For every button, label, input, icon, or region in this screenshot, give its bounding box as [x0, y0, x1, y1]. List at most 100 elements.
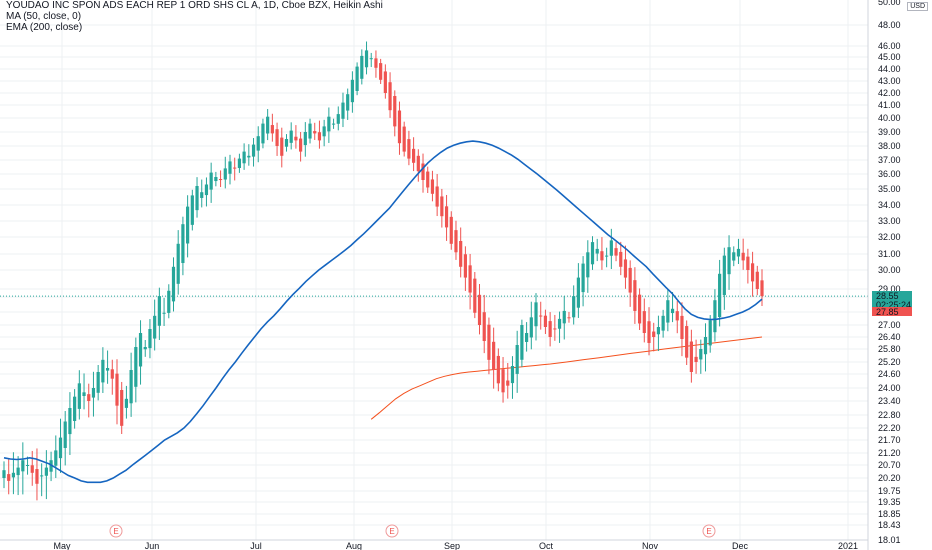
- candle: [129, 352, 133, 417]
- y-tick-label: 34.00: [878, 200, 901, 210]
- candle-body: [388, 82, 392, 111]
- candle: [25, 456, 30, 475]
- candle-body: [214, 177, 218, 182]
- candle: [487, 317, 491, 375]
- y-tick-label: 22.20: [878, 423, 901, 433]
- earnings-circle: [702, 524, 716, 538]
- candle-body: [40, 475, 44, 477]
- candle-body: [350, 79, 354, 103]
- y-tick-label: 22.80: [878, 410, 901, 420]
- candle-body: [327, 116, 331, 132]
- candle-body: [750, 263, 755, 282]
- candle: [30, 450, 34, 486]
- candle-body: [374, 58, 378, 68]
- earnings-circle: [109, 524, 123, 538]
- earnings-label: E: [389, 527, 394, 536]
- x-tick-label: Jul: [250, 541, 262, 550]
- candle-body: [200, 192, 204, 198]
- candle: [110, 359, 114, 395]
- candle-body: [736, 248, 741, 257]
- currency-label[interactable]: USD: [907, 2, 928, 11]
- candle-body: [553, 328, 557, 330]
- candle: [670, 292, 675, 323]
- candle-body: [322, 126, 326, 137]
- candle: [167, 284, 171, 319]
- candle: [755, 265, 759, 296]
- candle-body: [656, 327, 661, 335]
- y-tick-label: 23.40: [878, 396, 901, 406]
- candle-body: [600, 251, 604, 261]
- y-tick-label: 48.00: [878, 20, 901, 30]
- y-tick-label: 24.60: [878, 369, 901, 379]
- candle-body: [562, 310, 566, 324]
- candle-body: [637, 294, 642, 324]
- candle-body: [581, 263, 585, 293]
- candle-body: [58, 437, 63, 459]
- candle: [468, 253, 472, 310]
- candle: [364, 41, 369, 75]
- candle-body: [284, 139, 289, 147]
- candle-body: [63, 421, 67, 448]
- candle: [708, 315, 712, 353]
- ema-legend-entry[interactable]: EMA (200, close): [6, 22, 83, 33]
- candle: [124, 385, 129, 419]
- candle: [496, 348, 500, 392]
- candle: [341, 92, 345, 128]
- chart-title: YOUDAO INC SPON ADS EACH REP 1 ORD SHS C…: [6, 0, 383, 11]
- candle: [355, 62, 359, 96]
- candle: [609, 228, 613, 270]
- candle: [666, 289, 670, 332]
- candle-body: [449, 216, 453, 244]
- candle-body: [459, 241, 463, 267]
- y-tick-label: 18.85: [878, 509, 901, 519]
- price-label-text: 28.55: [876, 291, 899, 301]
- earnings-marker: E: [109, 524, 123, 538]
- candle: [656, 315, 661, 352]
- candle-body: [336, 114, 340, 124]
- candle-body: [614, 248, 618, 256]
- candle-body: [496, 355, 500, 384]
- candle: [223, 156, 227, 189]
- candle: [190, 189, 194, 231]
- candle-body: [506, 380, 510, 386]
- candle: [440, 188, 444, 228]
- y-tick-label: 30.00: [878, 265, 901, 275]
- candle: [336, 106, 340, 131]
- candle: [623, 245, 628, 289]
- candle: [275, 122, 279, 156]
- candle: [746, 248, 750, 284]
- candle-body: [666, 300, 670, 323]
- candle-body: [11, 472, 16, 478]
- candle: [732, 246, 736, 267]
- candle: [91, 371, 96, 417]
- candle-body: [619, 251, 623, 267]
- candle-body: [68, 408, 72, 435]
- price-label: 28.55: [872, 291, 912, 301]
- candle-body: [369, 58, 373, 60]
- candle-body: [195, 186, 199, 211]
- candle: [477, 284, 482, 335]
- candle: [567, 311, 571, 323]
- candle-body: [430, 179, 435, 194]
- candle: [529, 301, 533, 350]
- ma-legend-entry[interactable]: MA (50, close, 0): [6, 11, 82, 22]
- candle-body: [44, 467, 48, 476]
- x-tick-label: 2021: [838, 541, 858, 550]
- y-tick-label: 31.00: [878, 249, 901, 259]
- candle: [157, 287, 161, 340]
- candle: [40, 463, 44, 497]
- candle-body: [313, 131, 317, 134]
- y-tick-label: 18.43: [878, 520, 901, 530]
- y-tick-label: 39.00: [878, 127, 901, 137]
- candle: [543, 309, 548, 334]
- candle-body: [280, 137, 284, 156]
- candle: [482, 294, 486, 354]
- candle: [369, 52, 373, 68]
- candle: [699, 339, 703, 374]
- candle-body: [73, 396, 77, 421]
- price-label-text: 02:25:24: [876, 300, 911, 310]
- candle-body: [586, 252, 590, 278]
- candle-body: [426, 171, 430, 188]
- candle-body: [87, 394, 91, 401]
